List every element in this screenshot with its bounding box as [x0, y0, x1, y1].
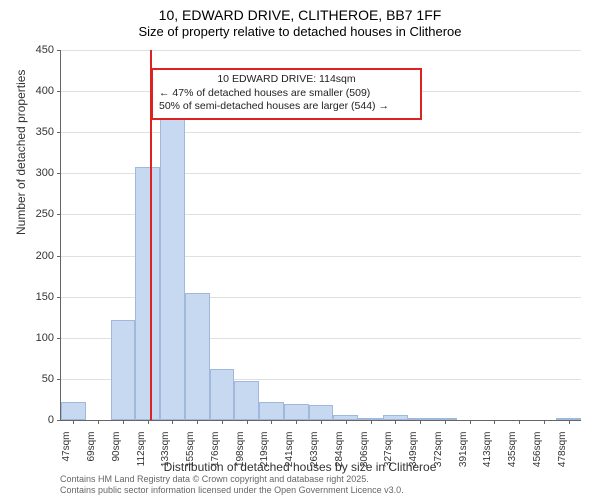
histogram-bar	[111, 320, 136, 420]
x-tick-label: 372sqm	[433, 432, 444, 468]
x-tick-label: 133sqm	[160, 432, 171, 468]
x-tick-label: 241sqm	[284, 432, 295, 468]
x-tick-mark	[544, 420, 545, 424]
x-tick-mark	[123, 420, 124, 424]
y-tick-label: 400	[0, 85, 54, 97]
x-tick-label: 456sqm	[532, 432, 543, 468]
y-tick-mark	[57, 132, 61, 133]
y-tick-label: 100	[0, 332, 54, 344]
y-tick-mark	[57, 256, 61, 257]
x-tick-label: 478sqm	[557, 432, 568, 468]
histogram-bar	[309, 405, 334, 420]
x-tick-mark	[197, 420, 198, 424]
info-line1: 10 EDWARD DRIVE: 114sqm	[159, 73, 414, 87]
chart-container: 10, EDWARD DRIVE, CLITHEROE, BB7 1FF Siz…	[0, 0, 600, 500]
x-tick-mark	[98, 420, 99, 424]
y-tick-label: 450	[0, 44, 54, 56]
x-tick-mark	[296, 420, 297, 424]
x-tick-label: 349sqm	[408, 432, 419, 468]
footer-line2: Contains public sector information licen…	[60, 485, 404, 496]
y-tick-label: 200	[0, 250, 54, 262]
y-tick-mark	[57, 379, 61, 380]
plot-area: 10 EDWARD DRIVE: 114sqm← 47% of detached…	[60, 50, 581, 421]
y-tick-label: 250	[0, 208, 54, 220]
histogram-bar	[284, 404, 309, 420]
footer-line1: Contains HM Land Registry data © Crown c…	[60, 474, 404, 485]
y-tick-label: 50	[0, 373, 54, 385]
histogram-bar	[185, 293, 210, 420]
histogram-bar	[259, 402, 284, 420]
x-tick-label: 198sqm	[235, 432, 246, 468]
x-tick-mark	[395, 420, 396, 424]
x-tick-mark	[569, 420, 570, 424]
y-tick-mark	[57, 173, 61, 174]
y-tick-mark	[57, 338, 61, 339]
x-tick-label: 219sqm	[259, 432, 270, 468]
x-tick-label: 176sqm	[210, 432, 221, 468]
x-tick-label: 391sqm	[458, 432, 469, 468]
x-tick-mark	[470, 420, 471, 424]
x-tick-mark	[222, 420, 223, 424]
y-tick-mark	[57, 50, 61, 51]
x-tick-mark	[271, 420, 272, 424]
x-tick-mark	[321, 420, 322, 424]
y-tick-label: 350	[0, 126, 54, 138]
x-tick-mark	[73, 420, 74, 424]
histogram-bar	[61, 402, 86, 420]
x-tick-label: 155sqm	[185, 432, 196, 468]
x-tick-label: 284sqm	[334, 432, 345, 468]
y-tick-label: 0	[0, 414, 54, 426]
x-tick-mark	[519, 420, 520, 424]
x-tick-mark	[371, 420, 372, 424]
y-tick-label: 150	[0, 291, 54, 303]
info-line3: 50% of semi-detached houses are larger (…	[159, 100, 414, 114]
footer-text: Contains HM Land Registry data © Crown c…	[60, 474, 404, 496]
x-tick-label: 306sqm	[359, 432, 370, 468]
x-tick-label: 435sqm	[507, 432, 518, 468]
info-line2: ← 47% of detached houses are smaller (50…	[159, 87, 414, 101]
x-tick-label: 263sqm	[309, 432, 320, 468]
title-line1: 10, EDWARD DRIVE, CLITHEROE, BB7 1FF	[0, 6, 600, 24]
x-tick-mark	[247, 420, 248, 424]
histogram-bar	[135, 167, 160, 420]
x-tick-mark	[148, 420, 149, 424]
y-tick-mark	[57, 420, 61, 421]
x-tick-mark	[494, 420, 495, 424]
histogram-bar	[234, 381, 259, 420]
x-tick-mark	[445, 420, 446, 424]
y-tick-mark	[57, 214, 61, 215]
histogram-bar	[160, 117, 185, 420]
title-line2: Size of property relative to detached ho…	[0, 24, 600, 41]
x-tick-mark	[172, 420, 173, 424]
x-tick-mark	[420, 420, 421, 424]
y-tick-mark	[57, 91, 61, 92]
info-box: 10 EDWARD DRIVE: 114sqm← 47% of detached…	[151, 68, 422, 120]
histogram-bar	[210, 369, 235, 420]
x-tick-label: 327sqm	[383, 432, 394, 468]
chart-title: 10, EDWARD DRIVE, CLITHEROE, BB7 1FF Siz…	[0, 0, 600, 41]
x-tick-label: 112sqm	[136, 432, 147, 467]
y-tick-label: 300	[0, 167, 54, 179]
y-tick-mark	[57, 297, 61, 298]
x-tick-label: 47sqm	[61, 432, 72, 462]
grid-line	[61, 132, 581, 133]
x-tick-mark	[346, 420, 347, 424]
x-tick-label: 69sqm	[86, 432, 97, 462]
grid-line	[61, 50, 581, 51]
x-tick-label: 90sqm	[111, 432, 122, 462]
x-tick-label: 413sqm	[482, 432, 493, 468]
